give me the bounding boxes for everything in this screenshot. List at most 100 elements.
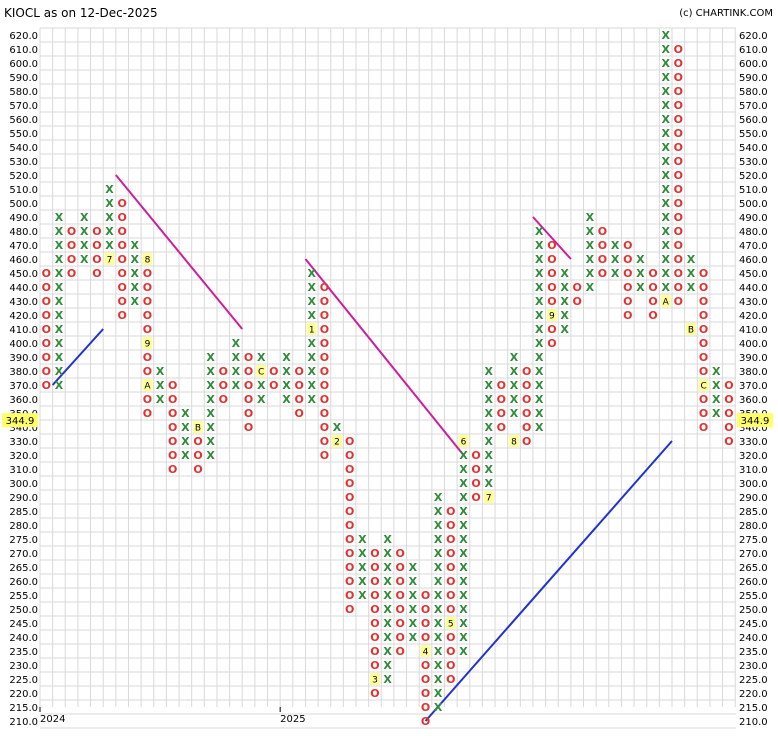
- x-box: X: [636, 253, 645, 266]
- x-tick-label: 2025: [280, 714, 305, 725]
- month-marker-label: 6: [461, 438, 467, 448]
- y-tick-label-left: 570.0: [9, 101, 38, 112]
- x-box: X: [459, 449, 468, 462]
- x-box: X: [560, 281, 569, 294]
- o-box: O: [497, 379, 506, 392]
- x-box: X: [80, 211, 89, 224]
- month-marker-box: [142, 253, 153, 265]
- month-marker-label: 1: [309, 326, 315, 336]
- x-box: X: [434, 575, 443, 588]
- month-marker-label: 8: [511, 438, 517, 448]
- x-box: X: [484, 407, 493, 420]
- y-tick-label-left: 410.0: [9, 325, 38, 336]
- x-box: X: [661, 99, 670, 112]
- o-box: O: [92, 225, 101, 238]
- x-box: X: [459, 631, 468, 644]
- o-box: O: [370, 603, 379, 616]
- x-box: X: [434, 673, 443, 686]
- o-box: O: [497, 393, 506, 406]
- o-box: O: [598, 225, 607, 238]
- o-box: O: [724, 435, 733, 448]
- o-box: O: [269, 379, 278, 392]
- o-box: O: [345, 519, 354, 532]
- o-box: O: [42, 323, 51, 336]
- y-tick-label-right: 420.0: [739, 311, 768, 322]
- o-box: O: [244, 393, 253, 406]
- x-box: X: [535, 267, 544, 280]
- x-box: X: [358, 561, 367, 574]
- x-box: X: [459, 645, 468, 658]
- o-box: O: [320, 295, 329, 308]
- o-box: O: [674, 169, 683, 182]
- month-marker-box: [483, 491, 494, 503]
- x-box: X: [181, 449, 190, 462]
- month-marker-box: [698, 379, 709, 391]
- o-box: O: [547, 323, 556, 336]
- o-box: O: [573, 295, 582, 308]
- x-box: X: [206, 379, 215, 392]
- x-box: X: [105, 225, 114, 238]
- o-box: O: [396, 575, 405, 588]
- x-box: X: [661, 71, 670, 84]
- o-box: O: [674, 57, 683, 70]
- x-box: X: [661, 141, 670, 154]
- o-box: O: [143, 351, 152, 364]
- x-box: X: [687, 267, 696, 280]
- o-box: O: [143, 281, 152, 294]
- o-box: O: [674, 43, 683, 56]
- o-box: O: [244, 379, 253, 392]
- y-tick-label-left: 360.0: [9, 395, 38, 406]
- x-box: X: [434, 547, 443, 560]
- x-box: X: [282, 351, 291, 364]
- o-box: O: [168, 393, 177, 406]
- o-box: O: [42, 267, 51, 280]
- x-box: X: [55, 211, 64, 224]
- o-box: O: [674, 141, 683, 154]
- x-box: X: [535, 281, 544, 294]
- o-box: O: [598, 267, 607, 280]
- x-box: X: [156, 379, 165, 392]
- x-box: X: [661, 155, 670, 168]
- o-box: O: [421, 715, 430, 728]
- o-box: O: [623, 281, 632, 294]
- y-tick-label-left: 600.0: [9, 59, 38, 70]
- y-tick-label-left: 310.0: [9, 465, 38, 476]
- x-box: X: [308, 337, 317, 350]
- y-tick-label-right: 510.0: [739, 185, 768, 196]
- y-tick-label-right: 620.0: [739, 31, 768, 42]
- y-tick-label-left: 480.0: [9, 227, 38, 238]
- o-box: O: [193, 463, 202, 476]
- x-box: X: [55, 351, 64, 364]
- o-box: O: [699, 351, 708, 364]
- y-tick-label-right: 275.0: [739, 535, 768, 546]
- o-box: O: [370, 617, 379, 630]
- y-tick-label-left: 220.0: [9, 689, 38, 700]
- o-box: O: [446, 533, 455, 546]
- o-box: O: [396, 617, 405, 630]
- x-box: X: [661, 29, 670, 42]
- y-tick-label-right: 570.0: [739, 101, 768, 112]
- last-price-right-label: 344.9: [741, 416, 770, 427]
- o-box: O: [168, 463, 177, 476]
- x-box: X: [409, 631, 418, 644]
- o-box: O: [117, 197, 126, 210]
- o-box: O: [345, 463, 354, 476]
- y-tick-label-right: 530.0: [739, 157, 768, 168]
- x-box: X: [586, 253, 595, 266]
- o-box: O: [143, 365, 152, 378]
- o-box: O: [345, 589, 354, 602]
- y-tick-label-right: 265.0: [739, 563, 768, 574]
- o-box: O: [320, 281, 329, 294]
- x-box: X: [484, 449, 493, 462]
- x-box: X: [459, 547, 468, 560]
- month-marker-box: [332, 435, 343, 447]
- o-box: O: [421, 659, 430, 672]
- x-box: X: [55, 309, 64, 322]
- month-marker-label: 9: [145, 340, 151, 350]
- x-box: X: [459, 603, 468, 616]
- x-box: X: [80, 239, 89, 252]
- x-box: X: [586, 267, 595, 280]
- y-tick-label-left: 340.0: [9, 423, 38, 434]
- x-box: X: [535, 393, 544, 406]
- x-box: X: [484, 365, 493, 378]
